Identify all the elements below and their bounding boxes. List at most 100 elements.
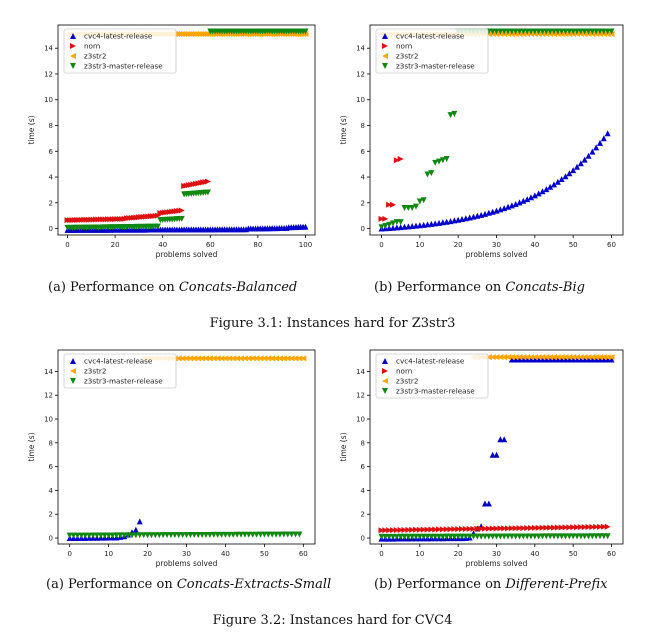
legend-marker-z3str2 [70,53,76,59]
data-point-z3str2 [520,354,527,361]
data-point-z3str2 [191,355,198,362]
data-point-z3str2 [273,355,280,362]
data-point-z3str3 [608,28,615,35]
data-point-norn [397,155,404,162]
data-point-z3str2 [570,354,577,361]
data-point-norn [535,524,542,531]
x-tick-label: 100 [299,241,312,249]
data-point-norn [178,207,185,214]
data-point-cvc4 [574,356,580,363]
data-point-z3str3 [245,531,252,538]
data-point-norn [566,524,573,531]
data-point-z3str3 [128,532,135,539]
data-point-z3str3 [524,28,531,35]
data-point-z3str3 [195,532,202,539]
legend-label: z3str2 [84,52,106,61]
y-tick-label: 4 [49,487,54,495]
data-point-z3str3 [512,533,519,540]
data-point-z3str3 [405,533,412,540]
data-point-z3str2 [261,355,268,362]
data-point-norn [382,527,389,534]
data-point-z3str2 [597,354,603,361]
data-point-z3str3 [152,532,159,539]
data-point-z3str3 [164,532,171,539]
y-tick-label: 0 [49,535,53,543]
data-point-z3str3 [478,533,485,540]
data-point-z3str3 [202,531,209,538]
data-point-z3str2 [489,354,496,361]
data-point-cvc4 [589,148,596,155]
data-point-z3str3 [409,204,416,211]
y-tick-label: 10 [356,96,365,104]
y-tick-label: 6 [49,148,54,156]
y-tick-label: 12 [356,70,365,78]
x-tick-label: 10 [104,550,113,558]
data-point-z3str3 [276,531,283,538]
data-point-z3str2 [226,355,233,362]
data-point-z3str3 [581,533,588,540]
data-point-z3str2 [300,355,307,362]
data-point-z3str3 [82,532,89,539]
legend-label: z3str2 [84,367,106,376]
data-point-cvc4 [562,173,569,180]
data-point-cvc4 [539,188,546,195]
figure-caption-3-1: Figure 3.1: Instances hard for Z3str3 [209,316,456,331]
data-point-z3str3 [393,533,400,540]
data-point-cvc4 [543,186,550,193]
y-tick-label: 6 [49,463,54,471]
data-point-z3str3 [296,531,303,538]
chart-concats-extracts-small: 0 10 20 30 40 50 60 0 2 4 6 8 10 12 14 problems solved t… [27,349,316,568]
data-point-z3str3 [493,533,500,540]
data-point-z3str3 [253,531,260,538]
data-point-z3str3 [105,532,112,539]
data-point-z3str3 [497,533,504,540]
data-point-z3str3 [436,533,442,540]
data-point-z3str3 [554,28,561,35]
data-point-z3str3 [420,533,427,540]
data-point-norn [382,215,389,222]
data-point-z3str3 [156,532,163,539]
data-point-z3str3 [97,532,104,539]
data-point-z3str3 [474,533,481,540]
data-point-norn [420,526,427,533]
x-tick-label: 30 [182,550,191,558]
data-point-z3str3 [562,28,569,35]
data-point-norn [439,526,446,533]
data-point-z3str2 [543,354,550,361]
data-point-norn [581,524,588,531]
data-point-z3str3 [234,531,241,538]
data-point-cvc4 [566,356,573,363]
data-point-z3str3 [90,532,97,539]
data-point-norn [386,527,393,534]
data-point-z3str3 [113,532,120,539]
data-point-z3str3 [183,532,190,539]
legend-label: norn [84,42,100,51]
data-point-z3str3 [397,219,404,226]
data-point-cvc4 [570,167,577,174]
data-point-z3str3 [577,28,584,35]
data-point-z3str2 [585,354,592,361]
data-point-z3str2 [206,355,213,362]
data-point-norn [577,524,584,531]
data-point-norn [508,525,515,532]
data-point-z3str3 [558,533,565,540]
data-point-cvc4 [585,152,592,159]
data-point-z3str2 [276,355,283,362]
y-tick-label: 14 [356,368,365,376]
data-point-norn [524,525,531,532]
x-tick-label: 60 [299,550,308,558]
figure-caption-3-2: Figure 3.2: Instances hard for CVC4 [212,613,453,628]
data-point-z3str2 [508,354,515,361]
data-point-z3str3 [265,531,272,538]
data-point-z3str3 [249,531,256,538]
data-point-cvc4 [485,500,492,507]
data-point-z3str2 [600,354,607,361]
data-point-z3str3 [280,531,287,538]
data-point-z3str2 [581,354,588,361]
data-point-cvc4 [597,356,603,363]
data-point-cvc4 [554,356,561,363]
data-point-norn [428,526,435,533]
data-point-z3str3 [462,533,469,540]
data-point-z3str2 [292,355,299,362]
data-point-cvc4 [497,436,504,443]
